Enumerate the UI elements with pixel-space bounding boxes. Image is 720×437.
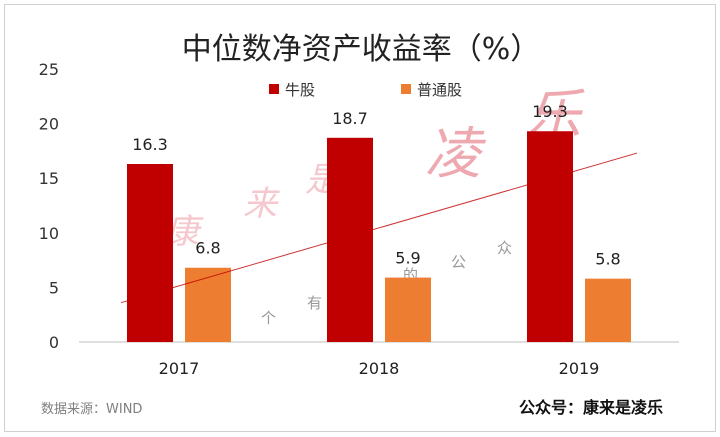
watermark-char: 众	[497, 239, 512, 257]
trendline	[120, 152, 638, 304]
watermark-char: 公	[451, 253, 466, 271]
legend-swatch	[401, 84, 411, 94]
bars: 16.3 18.7 19.3 6.8 5.9 5.8	[127, 102, 631, 342]
watermark-char: 凌	[425, 122, 487, 187]
trend-line	[120, 152, 638, 304]
bar-common	[585, 278, 631, 342]
axes: 0 5 10 15 20 25 2017 2018 2019	[39, 60, 679, 378]
y-tick-label: 10	[39, 224, 59, 243]
watermark-char: 来	[243, 184, 280, 224]
data-label: 6.8	[195, 239, 220, 258]
y-tick-label: 15	[39, 169, 59, 188]
chart-title: 中位数净资产收益率（%）	[182, 32, 541, 67]
bar-bull	[327, 137, 373, 342]
x-tick-label: 2017	[159, 359, 200, 378]
watermark-char: 个	[261, 309, 276, 327]
data-label: 5.8	[595, 250, 620, 269]
y-tick-label: 25	[39, 60, 59, 79]
data-label: 18.7	[332, 109, 368, 128]
bar-common	[385, 277, 431, 342]
legend-label: 牛股	[285, 81, 315, 99]
data-label: 19.3	[532, 102, 568, 121]
y-tick-label: 0	[49, 333, 59, 352]
bar-common	[185, 267, 231, 342]
y-tick-label: 20	[39, 115, 59, 134]
bar-bull	[127, 164, 173, 342]
bar-bull	[527, 131, 573, 342]
legend-label: 普通股	[417, 81, 462, 99]
x-tick-label: 2019	[559, 359, 600, 378]
legend: 牛股 普通股	[269, 81, 462, 99]
wechat-account: 公众号：康来是凌乐	[519, 398, 663, 417]
legend-swatch	[269, 84, 279, 94]
watermark-char: 有	[307, 294, 322, 312]
x-tick-label: 2018	[359, 359, 400, 378]
data-label: 16.3	[132, 135, 168, 154]
source-note: 数据来源：WIND	[41, 402, 142, 417]
y-tick-label: 5	[49, 278, 59, 297]
data-label: 5.9	[395, 249, 420, 268]
